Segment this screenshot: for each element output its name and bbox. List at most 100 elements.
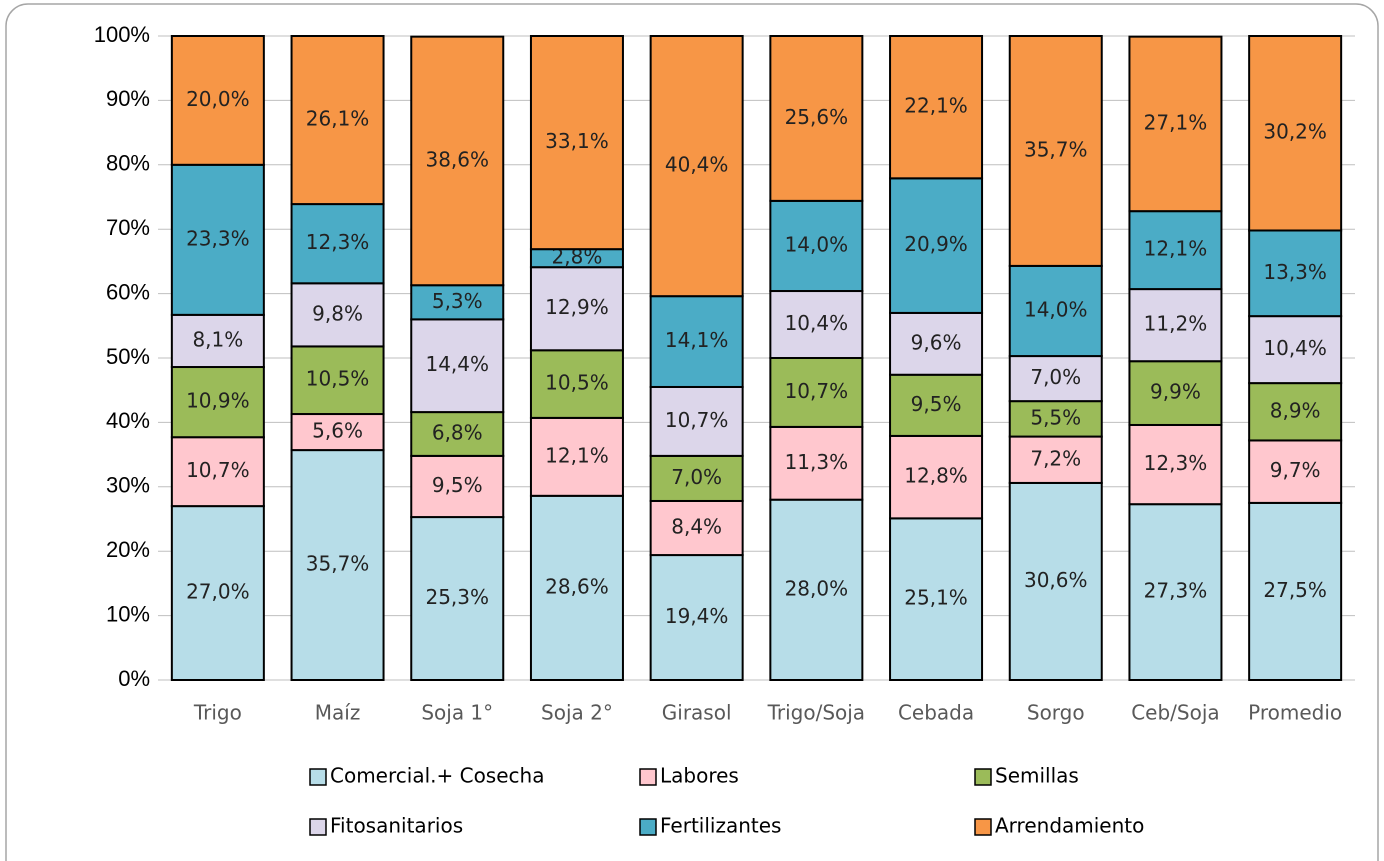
value-label: 38,6%	[425, 147, 489, 171]
bar-segment	[889, 35, 984, 180]
bar-segment	[889, 177, 984, 314]
value-label: 28,0%	[785, 576, 849, 600]
bar-segment	[1248, 439, 1343, 504]
bar-segment	[410, 318, 505, 414]
value-label: 35,7%	[306, 552, 370, 576]
x-tick-label: Trigo	[193, 701, 242, 725]
bar-segment	[290, 282, 385, 348]
value-label: 10,5%	[306, 367, 370, 391]
value-label: 25,3%	[425, 585, 489, 609]
value-label: 20,9%	[904, 232, 968, 256]
value-label: 14,1%	[665, 328, 729, 352]
bar-segment	[889, 373, 984, 437]
value-label: 23,3%	[186, 226, 250, 250]
value-label: 14,0%	[1024, 297, 1088, 321]
value-label: 8,9%	[1270, 398, 1321, 422]
bar-segment	[170, 163, 265, 316]
legend-swatch	[974, 818, 992, 836]
value-label: 10,9%	[186, 389, 250, 413]
value-label: 12,8%	[904, 464, 968, 488]
value-label: 5,5%	[1030, 405, 1081, 429]
bar-segment	[649, 385, 744, 457]
bar-segment	[290, 203, 385, 285]
value-label: 27,1%	[1144, 110, 1208, 134]
value-label: 33,1%	[545, 129, 609, 153]
bar-segment	[649, 454, 744, 502]
bar-segment	[889, 517, 984, 682]
x-tick-label: Maíz	[315, 701, 361, 725]
bar-segment	[1248, 382, 1343, 442]
bar-segment	[1008, 400, 1103, 438]
value-label: 12,3%	[306, 230, 370, 254]
y-tick-label: 80%	[106, 151, 150, 176]
legend-label: Semillas	[995, 764, 1079, 788]
value-label: 30,2%	[1263, 120, 1327, 144]
value-label: 5,3%	[432, 289, 483, 313]
value-label: 14,0%	[785, 232, 849, 256]
value-label: 11,3%	[785, 450, 849, 474]
bar-segment	[290, 35, 385, 206]
legend-label: Fitosanitarios	[330, 814, 463, 838]
y-tick-label: 20%	[106, 537, 150, 562]
bar-segment	[410, 411, 505, 457]
bar-segment	[529, 494, 624, 682]
value-label: 27,0%	[186, 580, 250, 604]
value-label: 25,1%	[904, 586, 968, 610]
bar-segment	[529, 35, 624, 251]
y-tick-label: 40%	[106, 408, 150, 433]
value-label: 7,0%	[1030, 365, 1081, 389]
legend-swatch	[974, 768, 992, 786]
value-label: 10,5%	[545, 371, 609, 395]
y-tick-label: 60%	[106, 279, 150, 304]
value-label: 25,6%	[785, 105, 849, 129]
value-label: 35,7%	[1024, 137, 1088, 161]
legend-label: Arrendamiento	[995, 814, 1144, 838]
value-label: 9,5%	[432, 473, 483, 497]
value-label: 40,4%	[665, 153, 729, 177]
value-label: 9,6%	[911, 330, 962, 354]
bar-segment	[769, 35, 864, 202]
legend-label: Fertilizantes	[660, 814, 781, 838]
bar-segment	[649, 35, 744, 298]
legend-label: Comercial.+ Cosecha	[330, 764, 544, 788]
bar-segment	[290, 449, 385, 682]
value-label: 11,2%	[1144, 312, 1208, 336]
y-tick-label: 100%	[94, 22, 150, 47]
y-tick-label: 50%	[106, 344, 150, 369]
x-tick-label: Sorgo	[1027, 701, 1085, 725]
bar-segment	[410, 516, 505, 681]
bar-segment	[410, 35, 505, 287]
legend-swatch	[309, 818, 327, 836]
bar-segment	[769, 290, 864, 359]
bar-segment	[769, 425, 864, 501]
y-tick-label: 90%	[106, 86, 150, 111]
value-label: 14,4%	[425, 352, 489, 376]
bar-segment	[1128, 35, 1223, 213]
bar-segment	[529, 416, 624, 497]
y-tick-label: 70%	[106, 215, 150, 240]
x-tick-label: Soja 2°	[541, 701, 613, 725]
bar-segment	[410, 284, 505, 321]
value-label: 30,6%	[1024, 568, 1088, 592]
bar-segment	[1128, 423, 1223, 506]
value-label: 13,3%	[1263, 260, 1327, 284]
bar-segment	[1008, 481, 1103, 681]
bar-segment	[1248, 315, 1343, 385]
y-tick-label: 30%	[106, 473, 150, 498]
bar-segment	[1248, 35, 1343, 232]
value-label: 12,1%	[545, 443, 609, 467]
bar-segment	[649, 499, 744, 557]
value-label: 22,1%	[904, 94, 968, 118]
bar-segment	[410, 454, 505, 519]
x-tick-label: Trigo/Soja	[767, 701, 865, 725]
value-label: 26,1%	[306, 107, 370, 131]
bar-segment	[290, 413, 385, 452]
value-label: 9,8%	[312, 301, 363, 325]
value-label: 10,4%	[1263, 336, 1327, 360]
value-label: 12,9%	[545, 295, 609, 319]
x-tick-label: Cebada	[898, 701, 974, 725]
bar-segment	[769, 498, 864, 681]
value-label: 27,5%	[1263, 578, 1327, 602]
value-label: 10,4%	[785, 311, 849, 335]
